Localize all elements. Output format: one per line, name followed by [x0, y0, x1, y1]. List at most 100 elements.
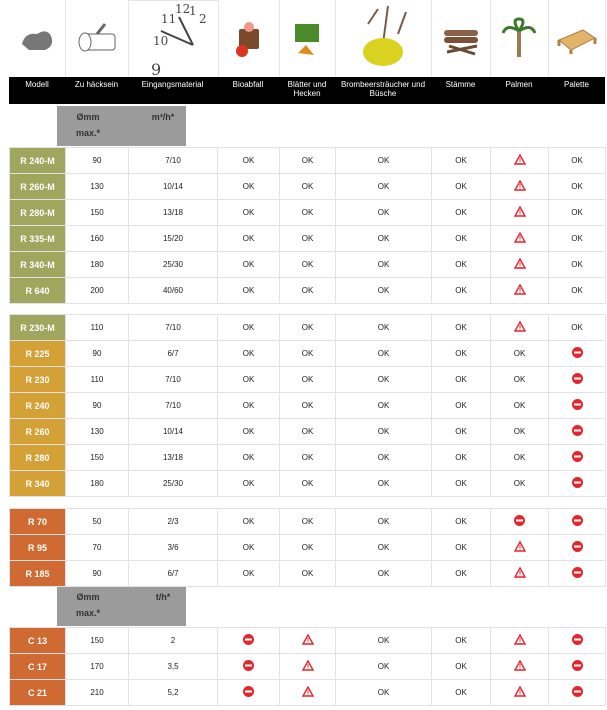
table-cell: OK — [431, 679, 491, 706]
table-cell: 3/6 — [128, 534, 218, 561]
not-allowed-icon — [548, 340, 606, 367]
table-cell: 130 — [65, 418, 129, 445]
table-cell: 90 — [65, 560, 129, 587]
table-cell: OK — [217, 470, 280, 497]
table-cell: 150 — [65, 444, 129, 471]
model-name: R 260-M — [9, 173, 66, 200]
not-allowed-icon — [548, 392, 606, 419]
subheader-capacity: Ømm max.* m³/h* — [57, 106, 186, 146]
model-table: C 13 150 2 OK OK C 17 170 3,5 OK OK C 21 210 5,2 OK OK — [9, 627, 606, 706]
table-cell: OK — [217, 560, 280, 587]
diameter-label: Ømm — [76, 592, 100, 602]
model-table: R 240-M 90 7/10 OK OK OK OK OK R 260-M 130 10/14 OK… — [9, 147, 606, 304]
clock-number: 12 — [175, 3, 190, 16]
model-name: R 340 — [9, 470, 66, 497]
table-cell: OK — [335, 560, 432, 587]
column-header: Palmen — [505, 80, 533, 89]
table-cell: OK — [431, 418, 491, 445]
table-row: R 260-M 130 10/14 OK OK OK OK OK — [9, 173, 606, 200]
table-row: R 230 110 7/10 OK OK OK OK OK — [9, 366, 606, 393]
rate-unit-label: t/h* — [155, 592, 171, 602]
model-name: R 225 — [9, 340, 66, 367]
table-row: R 280-M 150 13/18 OK OK OK OK OK — [9, 199, 606, 226]
table-cell: 13/18 — [128, 199, 218, 226]
table-row: C 21 210 5,2 OK OK — [9, 679, 606, 706]
table-cell: OK — [335, 627, 432, 654]
not-allowed-icon — [548, 534, 606, 561]
table-cell: OK — [279, 534, 336, 561]
table-cell: 7/10 — [128, 314, 218, 341]
table-row: R 340 180 25/30 OK OK OK OK OK — [9, 470, 606, 497]
table-cell: OK — [335, 173, 432, 200]
table-cell: OK — [548, 199, 606, 226]
table-cell: OK — [217, 199, 280, 226]
warning-icon — [490, 173, 549, 200]
table-cell: 25/30 — [128, 251, 218, 278]
table-cell: OK — [335, 418, 432, 445]
table-cell: OK — [335, 366, 432, 393]
table-cell: OK — [217, 340, 280, 367]
column-header: Modell — [25, 80, 49, 89]
not-allowed-icon — [548, 679, 606, 706]
table-cell: OK — [335, 251, 432, 278]
table-cell: OK — [431, 225, 491, 252]
diameter-label: Ømm — [76, 112, 100, 122]
table-row: R 225 90 6/7 OK OK OK OK OK — [9, 340, 606, 367]
table-row: R 640 200 40/60 OK OK OK OK OK — [9, 277, 606, 304]
table-cell: 2/3 — [128, 508, 218, 535]
table-cell: OK — [279, 340, 336, 367]
table-cell: 3,5 — [128, 653, 218, 680]
not-allowed-icon — [548, 653, 606, 680]
model-name: C 21 — [9, 679, 66, 706]
warning-icon — [279, 679, 336, 706]
table-row: R 335-M 160 15/20 OK OK OK OK OK — [9, 225, 606, 252]
table-cell: 110 — [65, 366, 129, 393]
pallet-icon — [548, 0, 606, 77]
table-cell: OK — [431, 199, 491, 226]
table-row: R 260 130 10/14 OK OK OK OK OK — [9, 418, 606, 445]
warning-icon — [490, 679, 549, 706]
table-cell: OK — [217, 251, 280, 278]
table-cell: 5,2 — [128, 679, 218, 706]
table-cell: OK — [431, 366, 491, 393]
table-cell: 160 — [65, 225, 129, 252]
table-cell: OK — [217, 366, 280, 393]
table-cell: 10/14 — [128, 418, 218, 445]
table-cell: OK — [279, 470, 336, 497]
table-cell: OK — [548, 314, 606, 341]
table-cell: OK — [335, 444, 432, 471]
not-allowed-icon — [548, 627, 606, 654]
table-cell: 180 — [65, 470, 129, 497]
header-images: 9 10 11 12 1 2 — [0, 0, 607, 90]
clock-icon: 9 10 11 12 1 2 — [128, 0, 219, 90]
table-cell: OK — [431, 340, 491, 367]
table-cell: OK — [490, 392, 549, 419]
model-name: R 240 — [9, 392, 66, 419]
clock-number: 2 — [199, 12, 207, 26]
table-cell: OK — [217, 418, 280, 445]
model-name: R 260 — [9, 418, 66, 445]
table-cell: 200 — [65, 277, 129, 304]
table-cell: 210 — [65, 679, 129, 706]
table-cell: 13/18 — [128, 444, 218, 471]
table-cell: 70 — [65, 534, 129, 561]
not-allowed-icon — [217, 679, 280, 706]
header-bar: Modell Zu häcksein Eingangsmaterial Bioabfa… — [9, 77, 605, 104]
model-name: R 280-M — [9, 199, 66, 226]
table-cell: 90 — [65, 392, 129, 419]
not-allowed-icon — [548, 418, 606, 445]
shredder-icon — [9, 0, 66, 77]
warning-icon — [490, 199, 549, 226]
warning-icon — [490, 653, 549, 680]
table-cell: OK — [548, 147, 606, 174]
clock-number: 11 — [161, 12, 176, 26]
table-cell: OK — [217, 392, 280, 419]
table-cell: 6/7 — [128, 340, 218, 367]
model-name: R 95 — [9, 534, 66, 561]
warning-icon — [490, 147, 549, 174]
table-cell: OK — [490, 418, 549, 445]
table-cell: OK — [335, 225, 432, 252]
table-row: C 17 170 3,5 OK OK — [9, 653, 606, 680]
table-cell: OK — [431, 277, 491, 304]
table-row: R 280 150 13/18 OK OK OK OK OK — [9, 444, 606, 471]
